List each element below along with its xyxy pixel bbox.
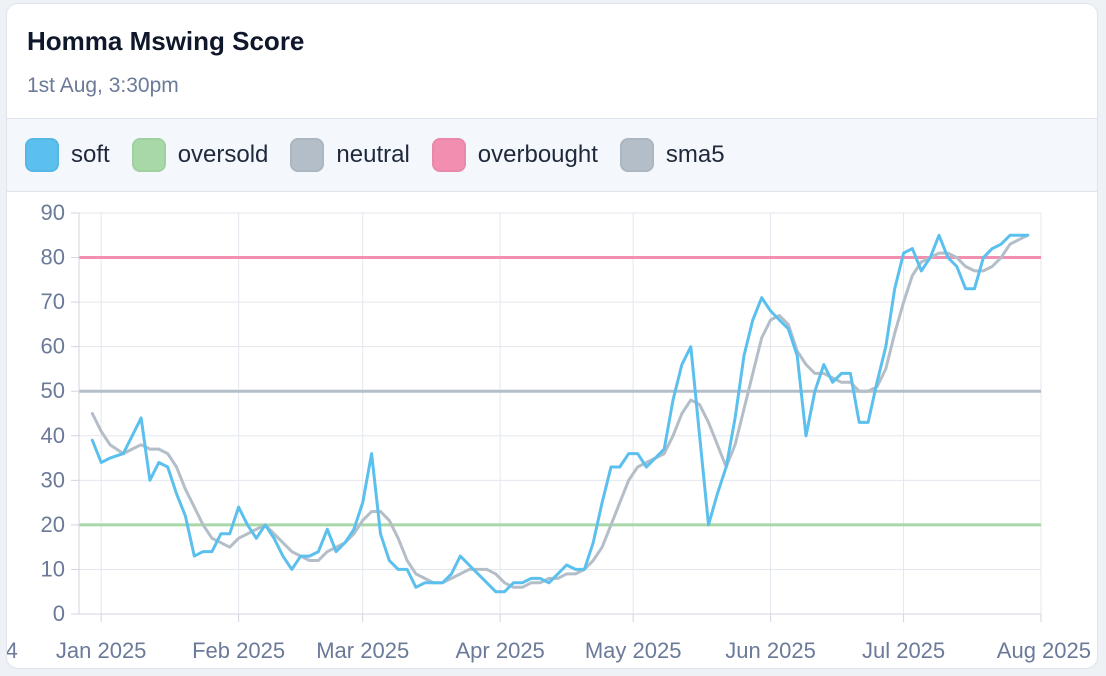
legend-swatch-oversold — [131, 138, 166, 172]
legend-label-sma5: sma5 — [665, 141, 725, 168]
legend-label-neutral: neutral — [336, 141, 410, 168]
legend-item-overbought[interactable]: overbought — [431, 138, 598, 172]
legend-swatch-sma5 — [619, 138, 654, 172]
y-tick-label: 20 — [41, 512, 65, 537]
legend-item-oversold[interactable]: oversold — [131, 138, 269, 172]
chart-card: Homma Mswing Score 1st Aug, 3:30pm soft … — [6, 3, 1098, 669]
y-tick-label: 10 — [41, 556, 65, 581]
x-tick-label: Feb 2025 — [192, 638, 285, 663]
x-tick-label: Jan 2025 — [56, 638, 147, 663]
y-tick-label: 30 — [41, 467, 65, 492]
y-tick-label: 70 — [41, 289, 65, 314]
chart-area: 0 10 20 30 40 50 60 70 80 90 Dec 2024 Jan 2025 Feb 2… — [7, 193, 1097, 668]
x-tick-label: May 2025 — [585, 638, 682, 663]
legend: soft oversold neutral overbought sma5 — [7, 118, 1097, 192]
legend-item-soft[interactable]: soft — [25, 138, 110, 172]
line-chart: 0 10 20 30 40 50 60 70 80 90 Dec 2024 Jan 2025 Feb 2… — [7, 200, 1091, 663]
y-tick-label: 40 — [41, 423, 65, 448]
y-tick-label: 50 — [41, 378, 65, 403]
axes: 0 10 20 30 40 50 60 70 80 90 Dec 2024 Jan 2025 Feb 2… — [7, 200, 1091, 663]
card-header: Homma Mswing Score 1st Aug, 3:30pm — [7, 4, 1097, 118]
series-lines — [90, 233, 1030, 594]
series-line-sma5 — [90, 233, 1030, 589]
legend-swatch-overbought — [431, 138, 466, 172]
x-tick-label: Jun 2025 — [725, 638, 816, 663]
y-tick-label: 90 — [41, 200, 65, 225]
legend-item-neutral[interactable]: neutral — [290, 138, 410, 172]
x-tick-label: Dec 2024 — [7, 638, 18, 663]
legend-swatch-soft — [25, 138, 59, 172]
x-tick-label: Jul 2025 — [862, 638, 945, 663]
legend-label-soft: soft — [71, 141, 110, 168]
chart-title: Homma Mswing Score — [27, 26, 305, 56]
legend-item-sma5[interactable]: sma5 — [619, 138, 725, 172]
x-tick-label: Mar 2025 — [316, 638, 409, 663]
legend-swatch-neutral — [290, 138, 325, 172]
x-tick-label: Aug 2025 — [997, 638, 1091, 663]
grid — [79, 212, 1042, 615]
y-tick-label: 60 — [41, 334, 65, 359]
chart-timestamp: 1st Aug, 3:30pm — [27, 74, 179, 97]
threshold-lines — [79, 256, 1041, 527]
x-tick-label: Apr 2025 — [456, 638, 545, 663]
y-tick-label: 0 — [53, 601, 65, 626]
legend-label-oversold: oversold — [177, 141, 269, 168]
legend-label-overbought: overbought — [477, 141, 598, 168]
y-tick-label: 80 — [41, 245, 65, 270]
series-line-soft — [90, 233, 1030, 594]
